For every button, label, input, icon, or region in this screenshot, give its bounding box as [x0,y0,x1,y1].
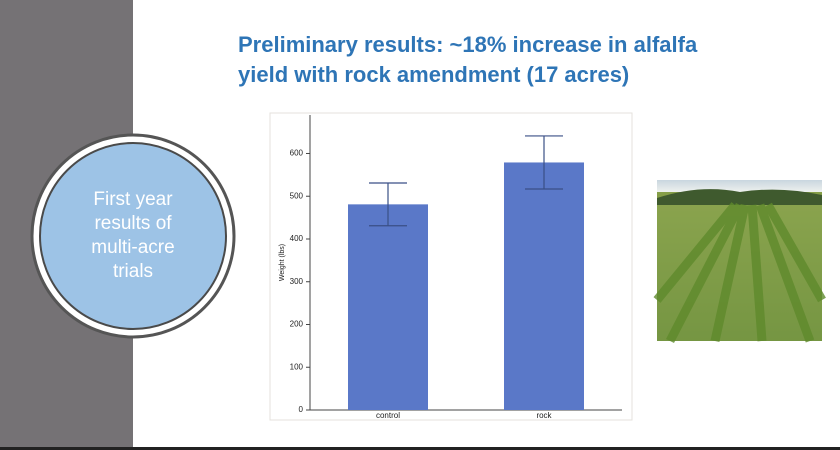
bar [504,162,584,410]
y-tick-label: 300 [290,277,304,286]
y-tick-label: 0 [299,405,304,414]
y-tick-label: 500 [290,191,304,200]
y-tick-label: 200 [290,320,304,329]
circle-text: results of [94,213,172,234]
bar [348,204,428,410]
bottom-edge [0,447,840,450]
slide-title: yield with rock amendment (17 acres) [238,62,629,87]
circle [39,142,227,330]
y-tick-label: 600 [290,149,304,158]
slide-title: Preliminary results: ~18% increase in al… [238,32,698,57]
field-photo [653,180,826,344]
x-tick-label: control [376,411,400,420]
circle-text: multi-acre [91,237,174,258]
circle-text: First year [93,189,173,210]
y-tick-label: 100 [290,362,304,371]
y-tick-label: 400 [290,234,304,243]
circle-text: trials [113,261,153,282]
y-axis-label: Weight (lbs) [279,244,286,281]
x-tick-label: rock [536,411,552,420]
